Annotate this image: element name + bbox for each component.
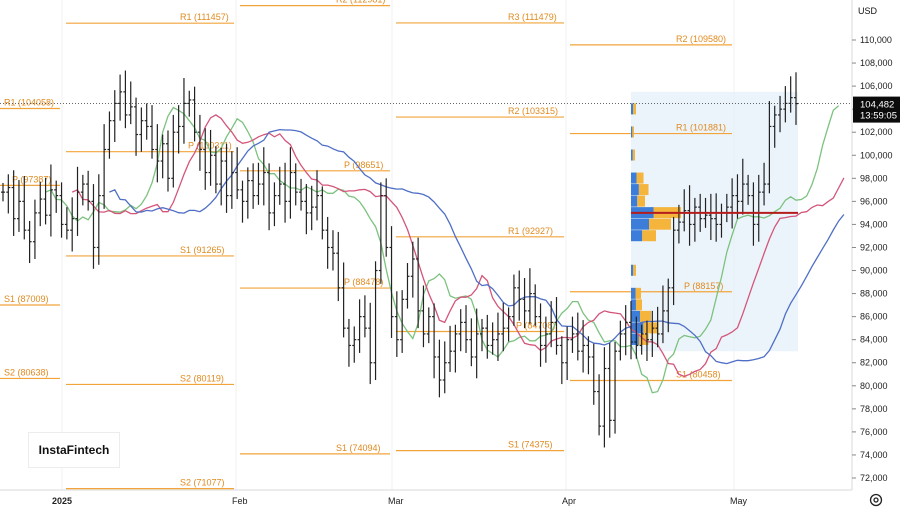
pivot-label: R2 (103315) — [508, 106, 558, 116]
volume-profile-bar — [631, 172, 637, 184]
pivot-label: S1 (87009) — [4, 294, 49, 304]
y-tick-label: 86,000 — [860, 312, 888, 322]
volume-profile-bar — [631, 230, 643, 242]
volume-profile-bar — [640, 310, 651, 322]
y-tick-label: 80,000 — [860, 381, 888, 391]
price-axis: 72,000 74,000 76,000 78,000 80,000 82,000 84,0… — [851, 0, 900, 510]
y-tick-label: 108,000 — [860, 58, 893, 68]
pivot-label: R1 (92927) — [508, 226, 553, 236]
pivot-label: P (88157) — [684, 281, 723, 291]
y-tick-label: 98,000 — [860, 173, 888, 183]
volume-profile-bar — [642, 230, 656, 242]
volume-profile-bar — [633, 103, 636, 115]
volume-profile-bar — [631, 149, 633, 161]
volume-profile-bar — [631, 322, 644, 334]
pivot-label: R2 (112981) — [336, 0, 385, 5]
volume-profile-bar — [631, 184, 639, 196]
brand-logo: InstaFintech — [28, 432, 120, 468]
y-tick-label: 84,000 — [860, 335, 888, 345]
x-tick-label: Feb — [232, 496, 248, 506]
pivot-label: S1 (74094) — [336, 443, 381, 453]
time-axis: 2025 Feb Mar Apr May — [0, 489, 852, 506]
pivot-label: S2 (71077) — [180, 478, 225, 488]
y-tick-label: 102,000 — [860, 127, 893, 137]
y-tick-label: 90,000 — [860, 266, 888, 276]
moving-average-line — [71, 114, 845, 378]
x-tick-label: May — [730, 496, 748, 506]
y-tick-label: 88,000 — [860, 289, 888, 299]
y-tick-label: 74,000 — [860, 450, 888, 460]
pivot-label: P (100311) — [188, 141, 232, 151]
pivot-label: S2 (80119) — [180, 373, 224, 383]
pivot-label: P (88478) — [344, 277, 383, 287]
pivot-label: R1 (104058) — [4, 97, 54, 107]
volume-profile-bar — [631, 299, 636, 311]
y-tick-label: 82,000 — [860, 358, 888, 368]
pivot-label: R1 (101881) — [676, 123, 726, 133]
x-tick-label: Apr — [562, 496, 576, 506]
volume-profile-bar — [631, 287, 636, 299]
volume-profile-bar — [631, 264, 634, 276]
volume-profile-bar — [631, 218, 649, 230]
volume-profile-bar — [631, 126, 633, 138]
axis-background — [852, 0, 900, 510]
y-tick-label: 76,000 — [860, 427, 888, 437]
volume-profile-bar — [638, 184, 649, 196]
pivot-label: S1 (91265) — [180, 245, 225, 255]
pivot-label: P (98651) — [344, 160, 383, 170]
volume-profile-bar — [631, 195, 638, 207]
pivot-label: R2 (109580) — [676, 34, 726, 44]
volume-profile-bar — [631, 310, 640, 322]
y-tick-label: 92,000 — [860, 242, 888, 252]
pivot-label: R3 (111479) — [508, 12, 557, 22]
y-tick-label: 96,000 — [860, 196, 888, 206]
y-tick-label: 110,000 — [860, 35, 892, 45]
y-tick-label: 94,000 — [860, 219, 888, 229]
volume-profile-bar — [649, 218, 671, 230]
volume-profile-bar — [631, 103, 634, 115]
volume-profile-bar — [635, 287, 641, 299]
pivot-label: R1 (111457) — [180, 12, 229, 22]
countdown-label: 13:59:05 — [860, 111, 897, 122]
y-tick-label: 72,000 — [860, 473, 888, 483]
volume-profile-bar — [633, 264, 636, 276]
ohlc-bars — [1, 70, 798, 448]
pivot-label: S1 (80458) — [676, 370, 721, 380]
volume-profile-bar — [632, 149, 635, 161]
pivot-label: S2 (80638) — [4, 367, 49, 377]
volume-profile-bar — [637, 195, 645, 207]
pivot-label: S1 (74375) — [508, 440, 553, 450]
y-tick-label: 78,000 — [860, 404, 888, 414]
last-price-badge — [853, 96, 900, 123]
volume-profile-bar — [636, 172, 644, 184]
volume-profile-bar — [643, 322, 659, 334]
y-tick-label: 100,000 — [860, 150, 893, 160]
currency-selector[interactable]: USD — [858, 6, 878, 16]
moving-average-line — [45, 105, 840, 394]
volume-profile-bar — [635, 299, 642, 311]
x-tick-label: Mar — [388, 496, 404, 506]
last-price-label: 104,482 — [860, 100, 894, 111]
volume-profile-bar — [632, 126, 634, 138]
volume-profile-bar — [631, 333, 639, 345]
y-tick-label: 106,000 — [860, 81, 893, 91]
pivot-label: P (97387) — [12, 174, 51, 184]
gear-icon[interactable] — [868, 492, 884, 508]
x-tick-label: 2025 — [52, 496, 72, 506]
